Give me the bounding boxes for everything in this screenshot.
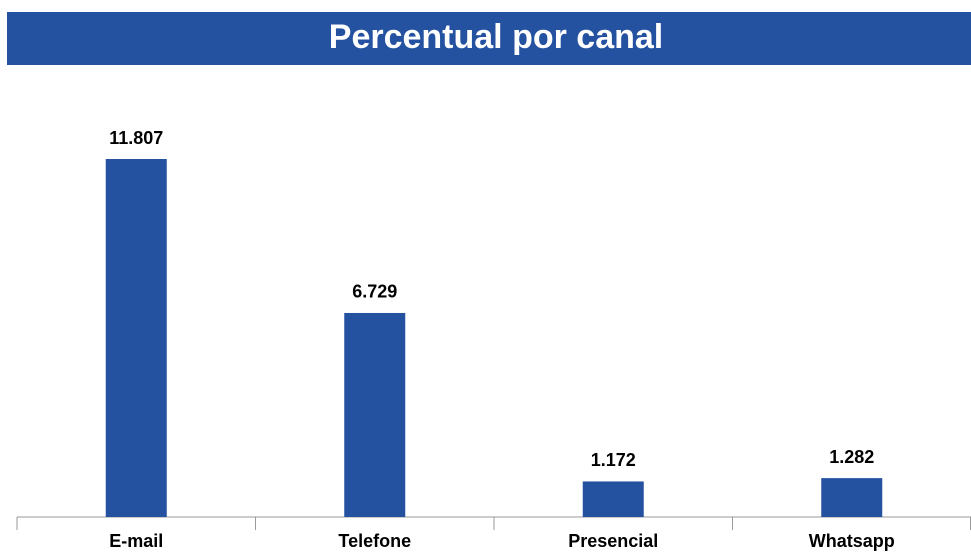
value-label: 1.172 xyxy=(591,450,636,470)
value-label: 1.282 xyxy=(829,447,874,467)
x-tick-label: Presencial xyxy=(568,531,658,551)
x-tick-label: E-mail xyxy=(109,531,163,551)
x-tick-label: Whatsapp xyxy=(809,531,895,551)
bar xyxy=(582,481,644,517)
bar xyxy=(344,312,406,517)
bar xyxy=(821,478,883,517)
bar xyxy=(105,159,167,517)
title-banner xyxy=(7,12,971,65)
chart-title: Percentual por canal xyxy=(329,18,663,56)
value-label: 11.807 xyxy=(109,128,163,148)
x-tick-label: Telefone xyxy=(338,531,411,551)
value-label: 6.729 xyxy=(352,282,397,302)
